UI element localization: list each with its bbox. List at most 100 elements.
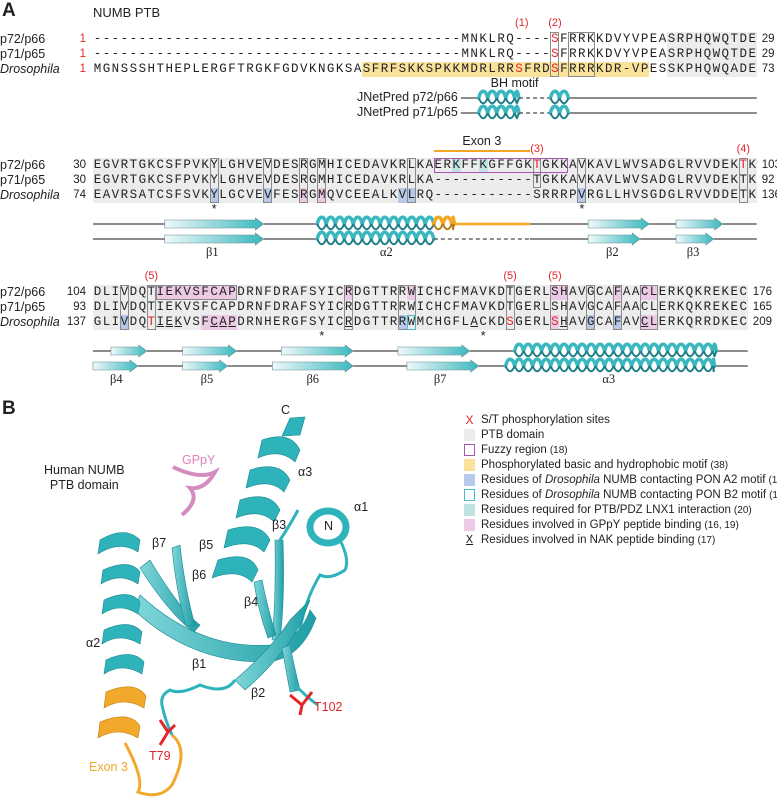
- residue: G: [362, 315, 372, 330]
- residue: A: [604, 285, 614, 300]
- residue: G: [137, 158, 147, 173]
- residue: -: [165, 32, 173, 46]
- asterisk-mark: *: [319, 328, 325, 343]
- residue: G: [219, 62, 227, 76]
- residue: F: [200, 315, 210, 330]
- residue: -: [228, 32, 236, 46]
- residue: F: [173, 158, 183, 173]
- residue: R: [577, 62, 587, 77]
- residue: L: [101, 300, 111, 315]
- residue: L: [487, 62, 497, 77]
- residue: I: [326, 315, 336, 330]
- residue: F: [560, 47, 568, 61]
- residue: T: [738, 188, 748, 203]
- residue: R: [505, 62, 515, 77]
- residue: -: [192, 32, 200, 46]
- residue: G: [667, 158, 676, 173]
- residue: K: [173, 300, 183, 315]
- residue: D: [738, 47, 748, 62]
- residue: Q: [506, 32, 514, 46]
- residue: -: [371, 47, 380, 61]
- residue: -: [165, 47, 173, 61]
- residue: L: [218, 188, 228, 203]
- residue: E: [729, 300, 739, 315]
- residue: P: [182, 158, 192, 173]
- residue: F: [469, 158, 479, 173]
- residue: -: [237, 32, 245, 46]
- conserved-residue-box: [344, 285, 354, 330]
- residue: -: [129, 47, 138, 61]
- residue: T: [738, 158, 748, 173]
- residue: V: [702, 188, 712, 203]
- residue: R: [702, 285, 712, 300]
- residue: S: [362, 62, 372, 77]
- residue: R: [344, 300, 354, 315]
- residue: -: [622, 62, 632, 77]
- residue: K: [146, 158, 156, 173]
- residue: P: [684, 47, 694, 62]
- residue: L: [604, 188, 614, 203]
- residue: T: [146, 300, 156, 315]
- residue: C: [595, 285, 605, 300]
- residue: F: [173, 173, 183, 188]
- residue: C: [155, 158, 165, 173]
- residue: V: [478, 300, 488, 315]
- residue: -: [156, 32, 165, 46]
- residue: -: [120, 47, 129, 61]
- residue: -: [524, 47, 532, 61]
- t79-sidechain: [158, 719, 177, 746]
- residue: C: [335, 300, 345, 315]
- residue: Y: [622, 47, 631, 61]
- residue: -: [533, 47, 541, 61]
- residue: V: [693, 188, 703, 203]
- residue: P: [640, 32, 649, 46]
- legend-item: Phosphorylated basic and hydrophobic mot…: [464, 458, 728, 472]
- residue: R: [667, 285, 676, 300]
- residue: N: [470, 47, 478, 61]
- phosphosite-label: (2): [548, 17, 562, 29]
- residue: S: [191, 315, 201, 330]
- residue: F: [451, 300, 461, 315]
- residue: S: [164, 173, 174, 188]
- residue: V: [577, 285, 587, 300]
- phosphosite-x-icon: X: [465, 413, 474, 427]
- residue: A: [469, 315, 479, 330]
- residue: K: [146, 173, 156, 188]
- secondary-structure-label: β6: [306, 372, 320, 386]
- residue: A: [658, 47, 667, 61]
- beta-strand-arrow: [272, 359, 354, 373]
- residue: E: [254, 188, 264, 203]
- residue: C: [209, 315, 219, 330]
- residue: S: [290, 188, 300, 203]
- alpha-helix: [548, 89, 571, 100]
- residue: K: [200, 188, 210, 203]
- residue: S: [551, 32, 559, 46]
- residue: I: [415, 300, 425, 315]
- residue: R: [415, 188, 425, 203]
- residue: R: [675, 32, 685, 47]
- residue: T: [237, 62, 245, 76]
- exon3-label: Exon 3: [89, 760, 128, 774]
- residue: A: [604, 315, 614, 330]
- sequence-name: Drosophila: [0, 62, 60, 76]
- residue: S: [164, 158, 174, 173]
- residue: K: [747, 158, 757, 173]
- residue: -: [451, 173, 461, 188]
- beta7-label: β7: [152, 536, 167, 550]
- residue: R: [397, 173, 407, 188]
- residue: Y: [317, 315, 327, 330]
- beta-strand-arrow: [587, 232, 641, 246]
- residue: C: [424, 315, 434, 330]
- residue: Q: [137, 285, 147, 300]
- alpha-helix-back: [432, 223, 456, 231]
- residue: K: [173, 285, 183, 300]
- helix-alpha3: [211, 416, 306, 583]
- residue: -: [255, 47, 263, 61]
- alpha-helix: [512, 342, 719, 353]
- residue: P: [227, 315, 237, 330]
- residue: K: [595, 62, 605, 77]
- secondary-structure-track: [93, 230, 757, 246]
- residue: C: [478, 315, 488, 330]
